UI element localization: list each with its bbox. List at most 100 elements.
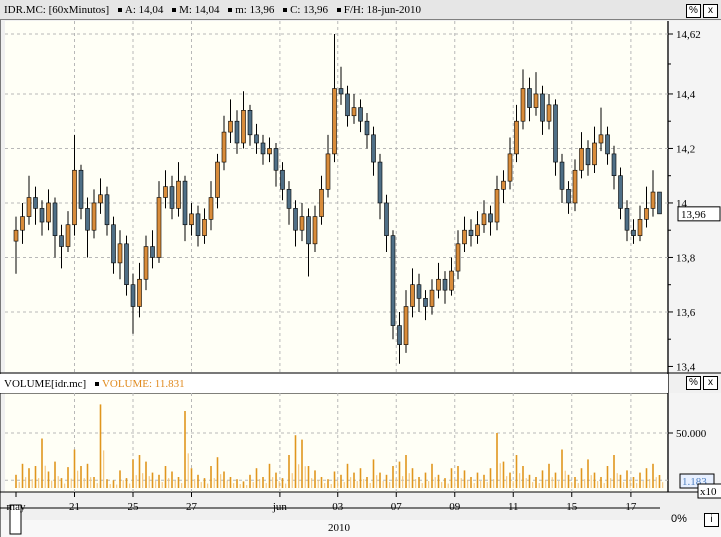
candle-body [267, 148, 272, 155]
candle-body [46, 202, 51, 223]
candle-body [351, 107, 357, 117]
candle-body [481, 213, 487, 226]
candle-body [572, 169, 578, 204]
info-button[interactable]: i [704, 513, 719, 527]
candle-body [338, 88, 344, 95]
candle-body [657, 191, 662, 215]
candle-body [111, 224, 116, 264]
bullet-icon [94, 381, 99, 386]
candle-body [104, 194, 110, 226]
candle-body [566, 189, 571, 204]
candle-body [592, 142, 597, 166]
candle-body [286, 189, 292, 209]
high-label: M: 14,04 [179, 4, 220, 16]
candle-body [605, 134, 610, 155]
bullet-icon [172, 7, 177, 12]
candle-body [280, 169, 285, 190]
candle-body [260, 142, 266, 155]
candle-body [215, 161, 220, 198]
candle-body [247, 110, 253, 136]
bullet-icon [117, 7, 122, 12]
candle-body [410, 284, 415, 307]
price-tick-label: 13,6 [676, 307, 696, 319]
last-price-box [677, 206, 721, 222]
candle-body [13, 229, 19, 242]
candle-body [397, 325, 402, 345]
low-label: m: 13,96 [235, 4, 275, 16]
candle-body [416, 284, 422, 299]
candle-body [33, 197, 38, 209]
candle-body [598, 134, 604, 144]
candle-body [384, 202, 389, 236]
bullet-icon [283, 7, 288, 12]
date-tick-label: 09 [449, 501, 461, 513]
candle-body [637, 219, 643, 236]
volume-plot-area [5, 393, 668, 492]
candle-body [540, 93, 545, 122]
candle-body [319, 189, 324, 217]
volume-percent-button[interactable]: % [686, 376, 701, 390]
candle-body [442, 278, 448, 291]
scroll-percent: 0% [671, 513, 687, 525]
last-price-label: 13,96 [681, 209, 706, 221]
price-tick-label: 14,2 [676, 143, 695, 155]
percent-button[interactable]: % [686, 4, 701, 18]
candle-body [59, 235, 64, 247]
candle-body [163, 186, 168, 198]
price-tick-label: 13,4 [676, 361, 696, 373]
candle-body [137, 278, 142, 307]
candle-body [559, 161, 565, 190]
candle-body [221, 131, 227, 163]
candle-body [631, 229, 636, 236]
candle-body [312, 216, 318, 245]
candle-body [65, 224, 71, 247]
candle-body [241, 110, 246, 144]
bullet-icon [336, 7, 341, 12]
candle-body [234, 120, 240, 144]
date-tick-label: 27 [186, 501, 198, 513]
candle-body [78, 169, 84, 209]
candle-body [182, 180, 188, 226]
candle-body [377, 161, 383, 204]
candle-body [488, 213, 493, 223]
open-label: A: 14,04 [124, 4, 164, 16]
candle-body [124, 243, 129, 285]
price-plot-area [5, 21, 668, 372]
candle-body [293, 208, 298, 231]
date-tick-label: 07 [391, 501, 403, 513]
price-tick-label: 14,62 [676, 29, 701, 41]
candle-body [423, 298, 428, 307]
volume-close-button[interactable]: x [703, 376, 718, 390]
candle-body [585, 148, 591, 166]
candle-body [117, 243, 123, 264]
candle-body [644, 208, 649, 220]
candle-body [546, 104, 552, 122]
year-label: 2010 [328, 522, 350, 534]
date-tick-label: 11 [508, 501, 519, 513]
candle-body [72, 169, 77, 226]
date-tick-label: jun [272, 501, 288, 513]
multiplier-label: x10 [700, 486, 717, 498]
candle-body [208, 197, 214, 220]
candle-body [455, 243, 461, 272]
date-tick-label: 03 [332, 501, 344, 513]
scrollbar-area [0, 520, 721, 537]
candle-body [390, 235, 396, 326]
date-label: F/H: 18-jun-2010 [343, 4, 422, 16]
candle-body [254, 134, 259, 144]
volume-header: VOLUME[idr.mc] VOLUME: 11.831 [0, 374, 668, 393]
candle-body [306, 216, 311, 245]
scroll-thumb[interactable] [9, 504, 22, 535]
candle-body [26, 197, 32, 217]
date-tick-label: may [7, 501, 26, 513]
candle-body [189, 213, 194, 226]
candle-body [176, 180, 181, 209]
candle-body [150, 246, 155, 258]
candle-body [299, 216, 305, 231]
candle-body [494, 189, 500, 223]
candle-body [130, 284, 136, 307]
close-button[interactable]: x [703, 4, 718, 18]
candle-body [52, 202, 58, 236]
candle-body [429, 289, 435, 307]
